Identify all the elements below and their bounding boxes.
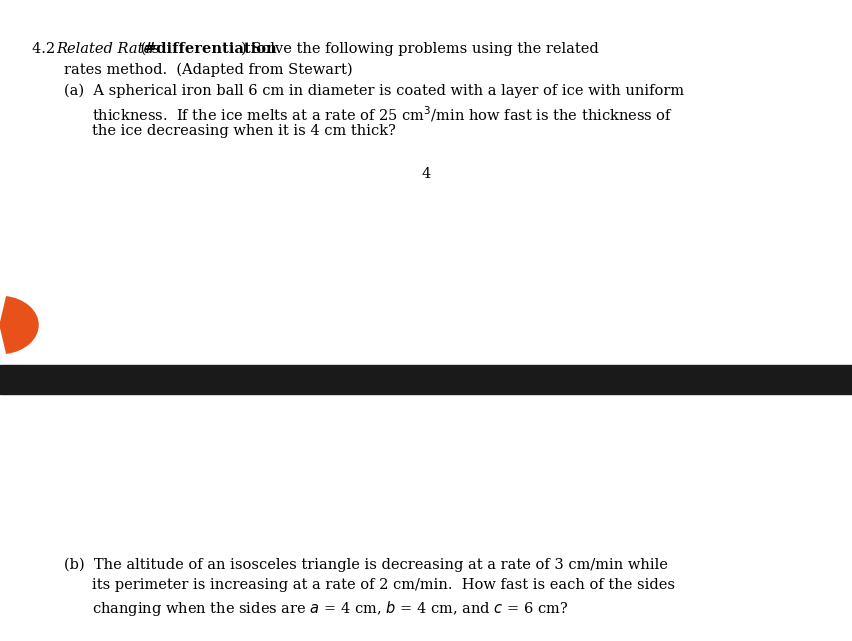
Text: its perimeter is increasing at a rate of 2 cm/min.  How fast is each of the side: its perimeter is increasing at a rate of… — [92, 578, 674, 592]
Bar — [0, 365, 852, 394]
Text: (a)  A spherical iron ball 6 cm in diameter is coated with a layer of ice with u: (a) A spherical iron ball 6 cm in diamet… — [64, 83, 683, 97]
Text: ) Solve the following problems using the related: ) Solve the following problems using the… — [240, 42, 597, 56]
Wedge shape — [0, 297, 38, 353]
Text: changing when the sides are $a$ = 4 cm, $b$ = 4 cm, and $c$ = 6 cm?: changing when the sides are $a$ = 4 cm, … — [92, 599, 568, 618]
Text: 4: 4 — [422, 167, 430, 181]
Text: rates method.  (Adapted from Stewart): rates method. (Adapted from Stewart) — [64, 62, 352, 76]
Text: (: ( — [135, 42, 146, 56]
Text: (b)  The altitude of an isosceles triangle is decreasing at a rate of 3 cm/min w: (b) The altitude of an isosceles triangl… — [64, 558, 667, 572]
Text: Related Rates: Related Rates — [56, 42, 159, 56]
Text: 4.2: 4.2 — [32, 42, 60, 56]
Text: #differentiation: #differentiation — [144, 42, 276, 56]
Text: thickness.  If the ice melts at a rate of 25 cm$^3$/min how fast is the thicknes: thickness. If the ice melts at a rate of… — [92, 104, 672, 124]
Text: the ice decreasing when it is 4 cm thick?: the ice decreasing when it is 4 cm thick… — [92, 124, 395, 138]
